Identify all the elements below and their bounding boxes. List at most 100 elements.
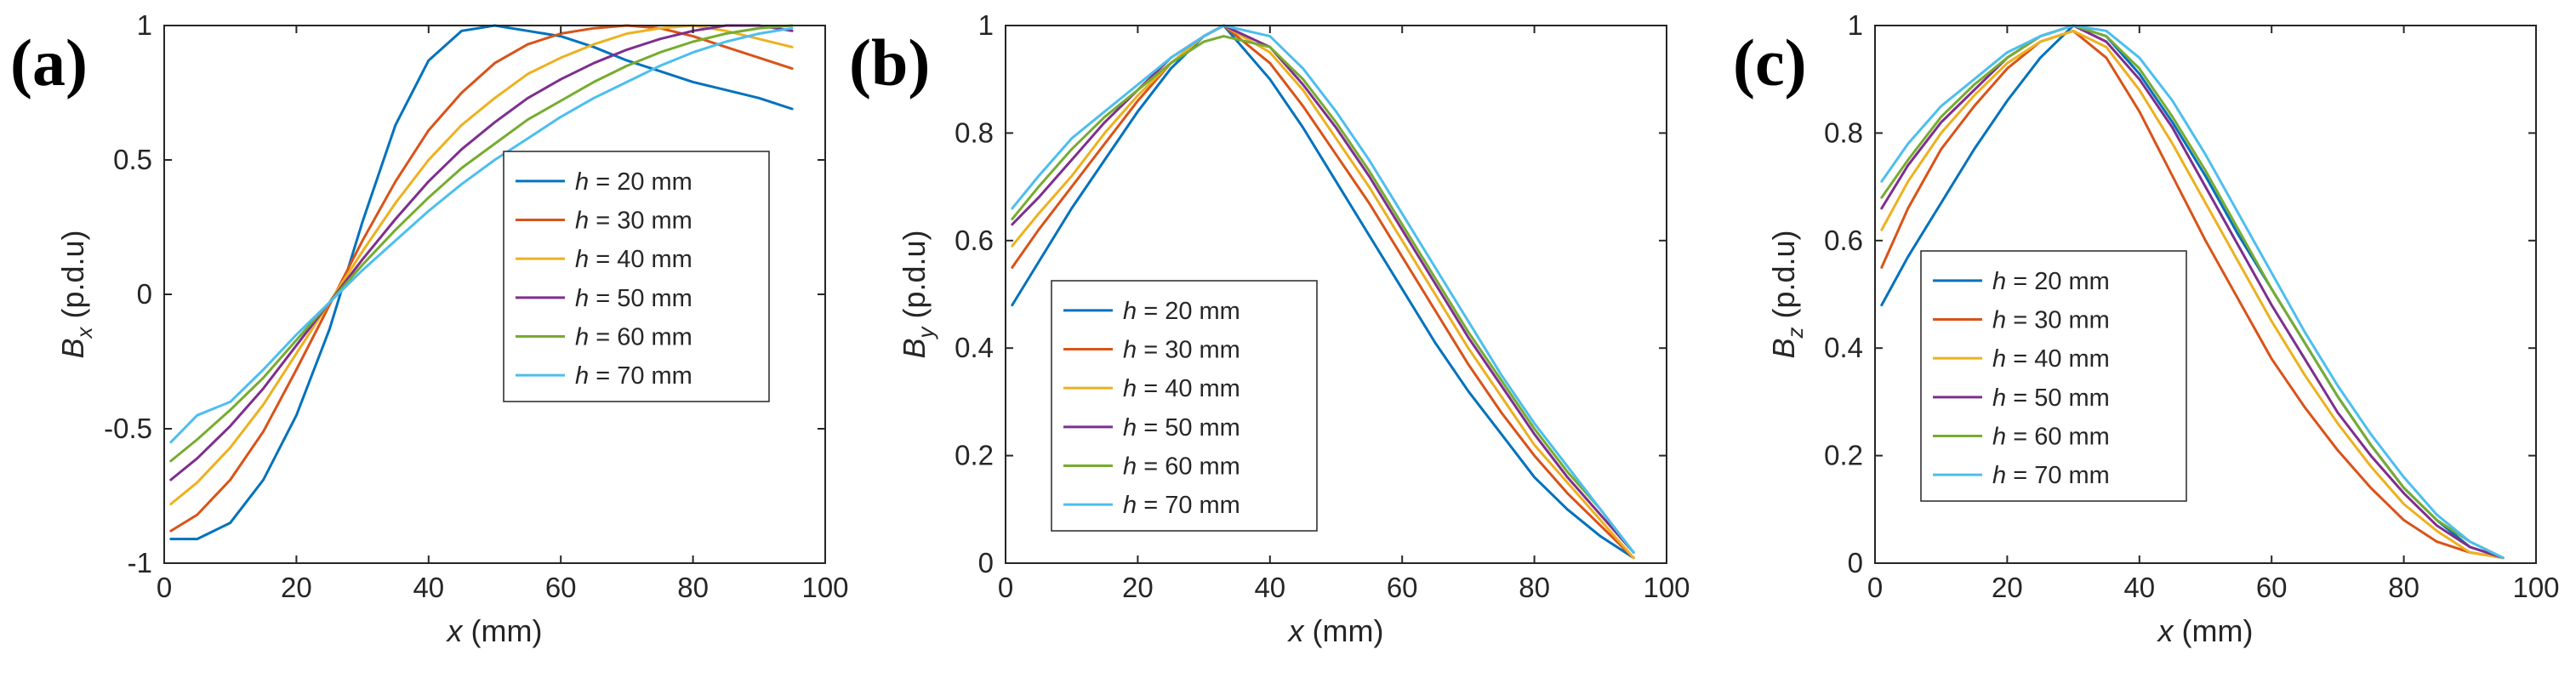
- panel-2-legend-entry-var: h: [1123, 375, 1137, 402]
- panel-3-xtick-label: 40: [2123, 572, 2155, 603]
- panel-1-legend-box: [503, 151, 770, 402]
- panel-1-legend-entry-text: = 50 mm: [589, 285, 692, 312]
- panel-1-series-line-h1: [169, 24, 794, 541]
- panel-3-y-axis-label: Bz (p.d.u): [1766, 230, 1808, 358]
- panel-3-x-axis-label: x (mm): [2157, 613, 2254, 648]
- panel-1-y-axis-var: B: [55, 339, 90, 359]
- panel-2-y-axis-label: By (p.d.u): [897, 230, 938, 358]
- panel-2-xtick-label: 40: [1254, 572, 1285, 603]
- panel-2-legend-entry-text: = 30 mm: [1137, 337, 1240, 364]
- panel-1-xtick-label: 40: [413, 572, 444, 603]
- panel-1-y-axis-subscript: x: [71, 327, 97, 340]
- panel-3-xtick-label: 100: [2512, 572, 2559, 603]
- panel-3-x-axis-unit: (mm): [2174, 613, 2254, 648]
- panel-2-legend-entry-text: = 40 mm: [1137, 375, 1240, 402]
- panel-1-legend-entry-text: = 30 mm: [589, 208, 692, 235]
- panel-3-legend-entry: h = 70 mm: [1992, 462, 2110, 489]
- panel-2-ytick-label: 0.6: [955, 225, 994, 256]
- panel-3-legend-entry: h = 30 mm: [1992, 307, 2110, 334]
- panel-2-ytick-label: 0.8: [955, 117, 994, 148]
- panel-3-legend-entry-var: h: [1992, 462, 2006, 489]
- panel-3-ytick-label: 0.6: [1824, 225, 1863, 256]
- panel-1-legend-entry: h = 40 mm: [575, 246, 692, 273]
- panel-3-legend-entry-text: = 60 mm: [2006, 424, 2110, 451]
- panel-1-ytick-label: 0.5: [113, 144, 152, 175]
- panel-2-series-line-h2: [1011, 24, 1635, 560]
- panel-1-xtick-label: 20: [281, 572, 312, 603]
- panel-3-legend-entry: h = 20 mm: [1992, 268, 2110, 295]
- panel-3-legend-box: [1920, 250, 2187, 502]
- panel-3-legend-entry: h = 40 mm: [1992, 345, 2110, 373]
- panel-1-series-line-h5: [169, 24, 794, 463]
- panel-1-y-axis-unit: (p.d.u): [55, 230, 90, 327]
- panel-2-xtick-label: 100: [1643, 572, 1690, 603]
- panel-1-legend-entry: h = 20 mm: [575, 168, 692, 196]
- panel-3-ytick-label: 0.2: [1824, 440, 1863, 471]
- panel-3-legend-entry-text: = 30 mm: [2006, 307, 2110, 334]
- panel-1-legend-entry-text: = 70 mm: [589, 362, 692, 390]
- panel-2-legend-entry-var: h: [1123, 453, 1137, 481]
- panel-1-legend-entry: h = 30 mm: [575, 208, 692, 235]
- panel-1-x-axis-unit: (mm): [463, 613, 543, 648]
- panel-1-y-axis-label: Bx (p.d.u): [55, 230, 97, 358]
- panel-2-series-line-h4: [1011, 24, 1635, 554]
- panel-1-legend-entry-var: h: [575, 324, 589, 351]
- panel-2-legend-entry-var: h: [1123, 298, 1137, 325]
- panel-2-legend-entry-var: h: [1123, 414, 1137, 442]
- panel-3-legend-entry-text: = 40 mm: [2006, 345, 2110, 373]
- panel-1-ytick-label: 0: [137, 278, 152, 310]
- panel-2-series-line-h3: [1011, 24, 1635, 560]
- panel-3-ytick-label: 1: [1848, 9, 1863, 41]
- panel-2-y-axis-unit: (p.d.u): [897, 230, 932, 327]
- panel-1-legend-entry-var: h: [575, 208, 589, 235]
- panel-2-legend-entry-var: h: [1123, 492, 1137, 519]
- panel-3-ytick-label: 0.4: [1824, 332, 1863, 363]
- panel-2-legend-entry: h = 20 mm: [1123, 298, 1240, 325]
- panel-3-y-axis-subscript: z: [1782, 328, 1808, 339]
- panel-2-series-line-h1: [1011, 24, 1635, 560]
- panel-3-legend-entry-var: h: [1992, 424, 2006, 451]
- panel-3-ytick-label: 0.8: [1824, 117, 1863, 148]
- panel-3-axes-box: [1874, 25, 2537, 564]
- panel-3-y-axis-unit: (p.d.u): [1766, 230, 1801, 327]
- panel-2-legend-entry: h = 70 mm: [1123, 492, 1240, 519]
- panel-2-ytick-label: 0.4: [955, 332, 994, 363]
- panel-2-legend-entry: h = 40 mm: [1123, 375, 1240, 402]
- panel-3-xtick-label: 20: [1992, 572, 2023, 603]
- panel-2-legend-entry: h = 30 mm: [1123, 337, 1240, 364]
- panel-2-axes-box: [1005, 25, 1667, 564]
- panel-2-x-axis-var: x: [1287, 613, 1306, 648]
- panel-1-xtick-label: 60: [545, 572, 577, 603]
- panel-2-ytick-label: 0.2: [955, 440, 994, 471]
- panel-3-x-axis-var: x: [2157, 613, 2175, 648]
- panel-1-legend-entry-var: h: [575, 362, 589, 390]
- panel-1-series-line-h2: [169, 24, 794, 533]
- panel-1-x-axis-var: x: [446, 613, 464, 648]
- panel-2-legend-entry-var: h: [1123, 337, 1137, 364]
- panel-2-xtick-label: 0: [998, 572, 1013, 603]
- panel-3-legend-entry-var: h: [1992, 385, 2006, 412]
- panel-3-label: (c): [1733, 26, 1807, 100]
- panel-3-legend-entry-var: h: [1992, 307, 2006, 334]
- panel-2-y-axis-var: B: [897, 339, 932, 359]
- panel-2-ytick-label: 1: [978, 9, 994, 41]
- panel-2-xtick-label: 60: [1387, 572, 1418, 603]
- panel-3-legend-entry-var: h: [1992, 268, 2006, 295]
- panel-1-series-line-h6: [169, 26, 794, 444]
- panel-3-ytick-label: 0: [1848, 547, 1863, 578]
- panel-2-label: (b): [849, 26, 930, 100]
- panel-3-series-line-h4: [1880, 24, 2505, 560]
- panel-1-series-line-h4: [169, 24, 794, 481]
- panel-3-xtick-label: 0: [1867, 572, 1883, 603]
- panel-2-x-axis-label: x (mm): [1287, 613, 1384, 648]
- panel-1-legend-entry: h = 70 mm: [575, 362, 692, 390]
- panel-3-series-line-h3: [1880, 29, 2505, 560]
- panel-1-ytick-label: 1: [137, 9, 152, 41]
- panel-2-x-axis-unit: (mm): [1304, 613, 1384, 648]
- panel-3-legend-entry-text: = 70 mm: [2006, 462, 2110, 489]
- panel-1-legend-entry-text: = 40 mm: [589, 246, 692, 273]
- panel-3-legend-entry: h = 50 mm: [1992, 385, 2110, 412]
- panel-3-xtick-label: 80: [2388, 572, 2419, 603]
- panel-1-legend-entry: h = 60 mm: [575, 324, 692, 351]
